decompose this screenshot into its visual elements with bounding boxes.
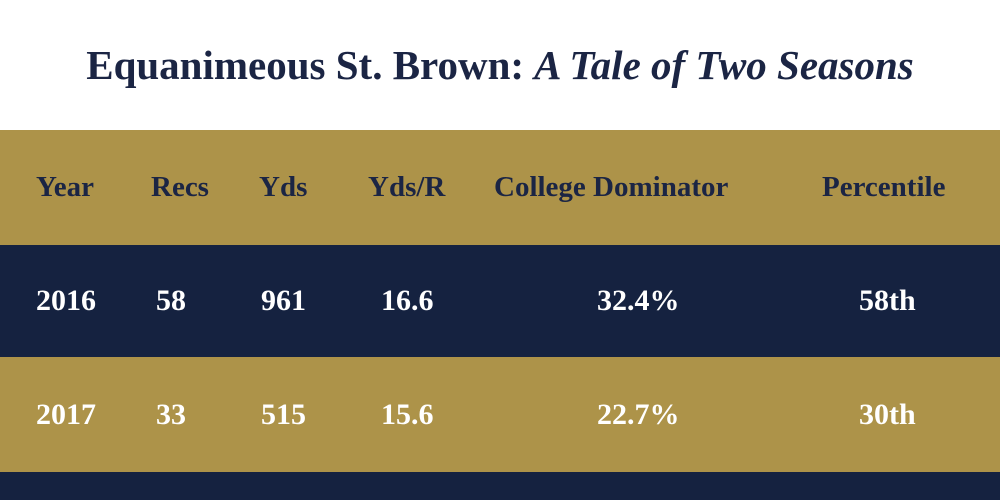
title-main: Equanimeous St. Brown:: [86, 42, 525, 88]
header-college-dominator: College Dominator: [494, 171, 729, 203]
cell-year: 2016: [36, 284, 96, 317]
cell-year: 2017: [36, 397, 96, 431]
cell-college-dominator: 32.4%: [597, 284, 680, 317]
header-percentile: Percentile: [822, 171, 946, 203]
cell-yds: 961: [261, 284, 306, 317]
table-row: 2016 58 961 16.6 32.4% 58th: [0, 245, 1000, 357]
header-year: Year: [36, 171, 94, 203]
cell-percentile: 30th: [859, 397, 916, 431]
header-yds-per-rec: Yds/R: [368, 171, 446, 203]
cell-yds-per-rec: 15.6: [381, 397, 434, 431]
cell-percentile: 58th: [859, 284, 916, 317]
page-title: Equanimeous St. Brown: A Tale of Two Sea…: [0, 0, 1000, 130]
table-row: 2017 33 515 15.6 22.7% 30th: [0, 357, 1000, 472]
cell-college-dominator: 22.7%: [597, 397, 680, 431]
table-footer-band: [0, 472, 1000, 500]
title-subtitle: A Tale of Two Seasons: [534, 42, 914, 88]
cell-yds: 515: [261, 397, 306, 431]
cell-recs: 58: [156, 284, 186, 317]
cell-recs: 33: [156, 397, 186, 431]
cell-yds-per-rec: 16.6: [381, 284, 434, 317]
header-recs: Recs: [151, 171, 209, 203]
table-header-row: Year Recs Yds Yds/R College Dominator Pe…: [0, 130, 1000, 245]
header-yds: Yds: [259, 171, 308, 203]
